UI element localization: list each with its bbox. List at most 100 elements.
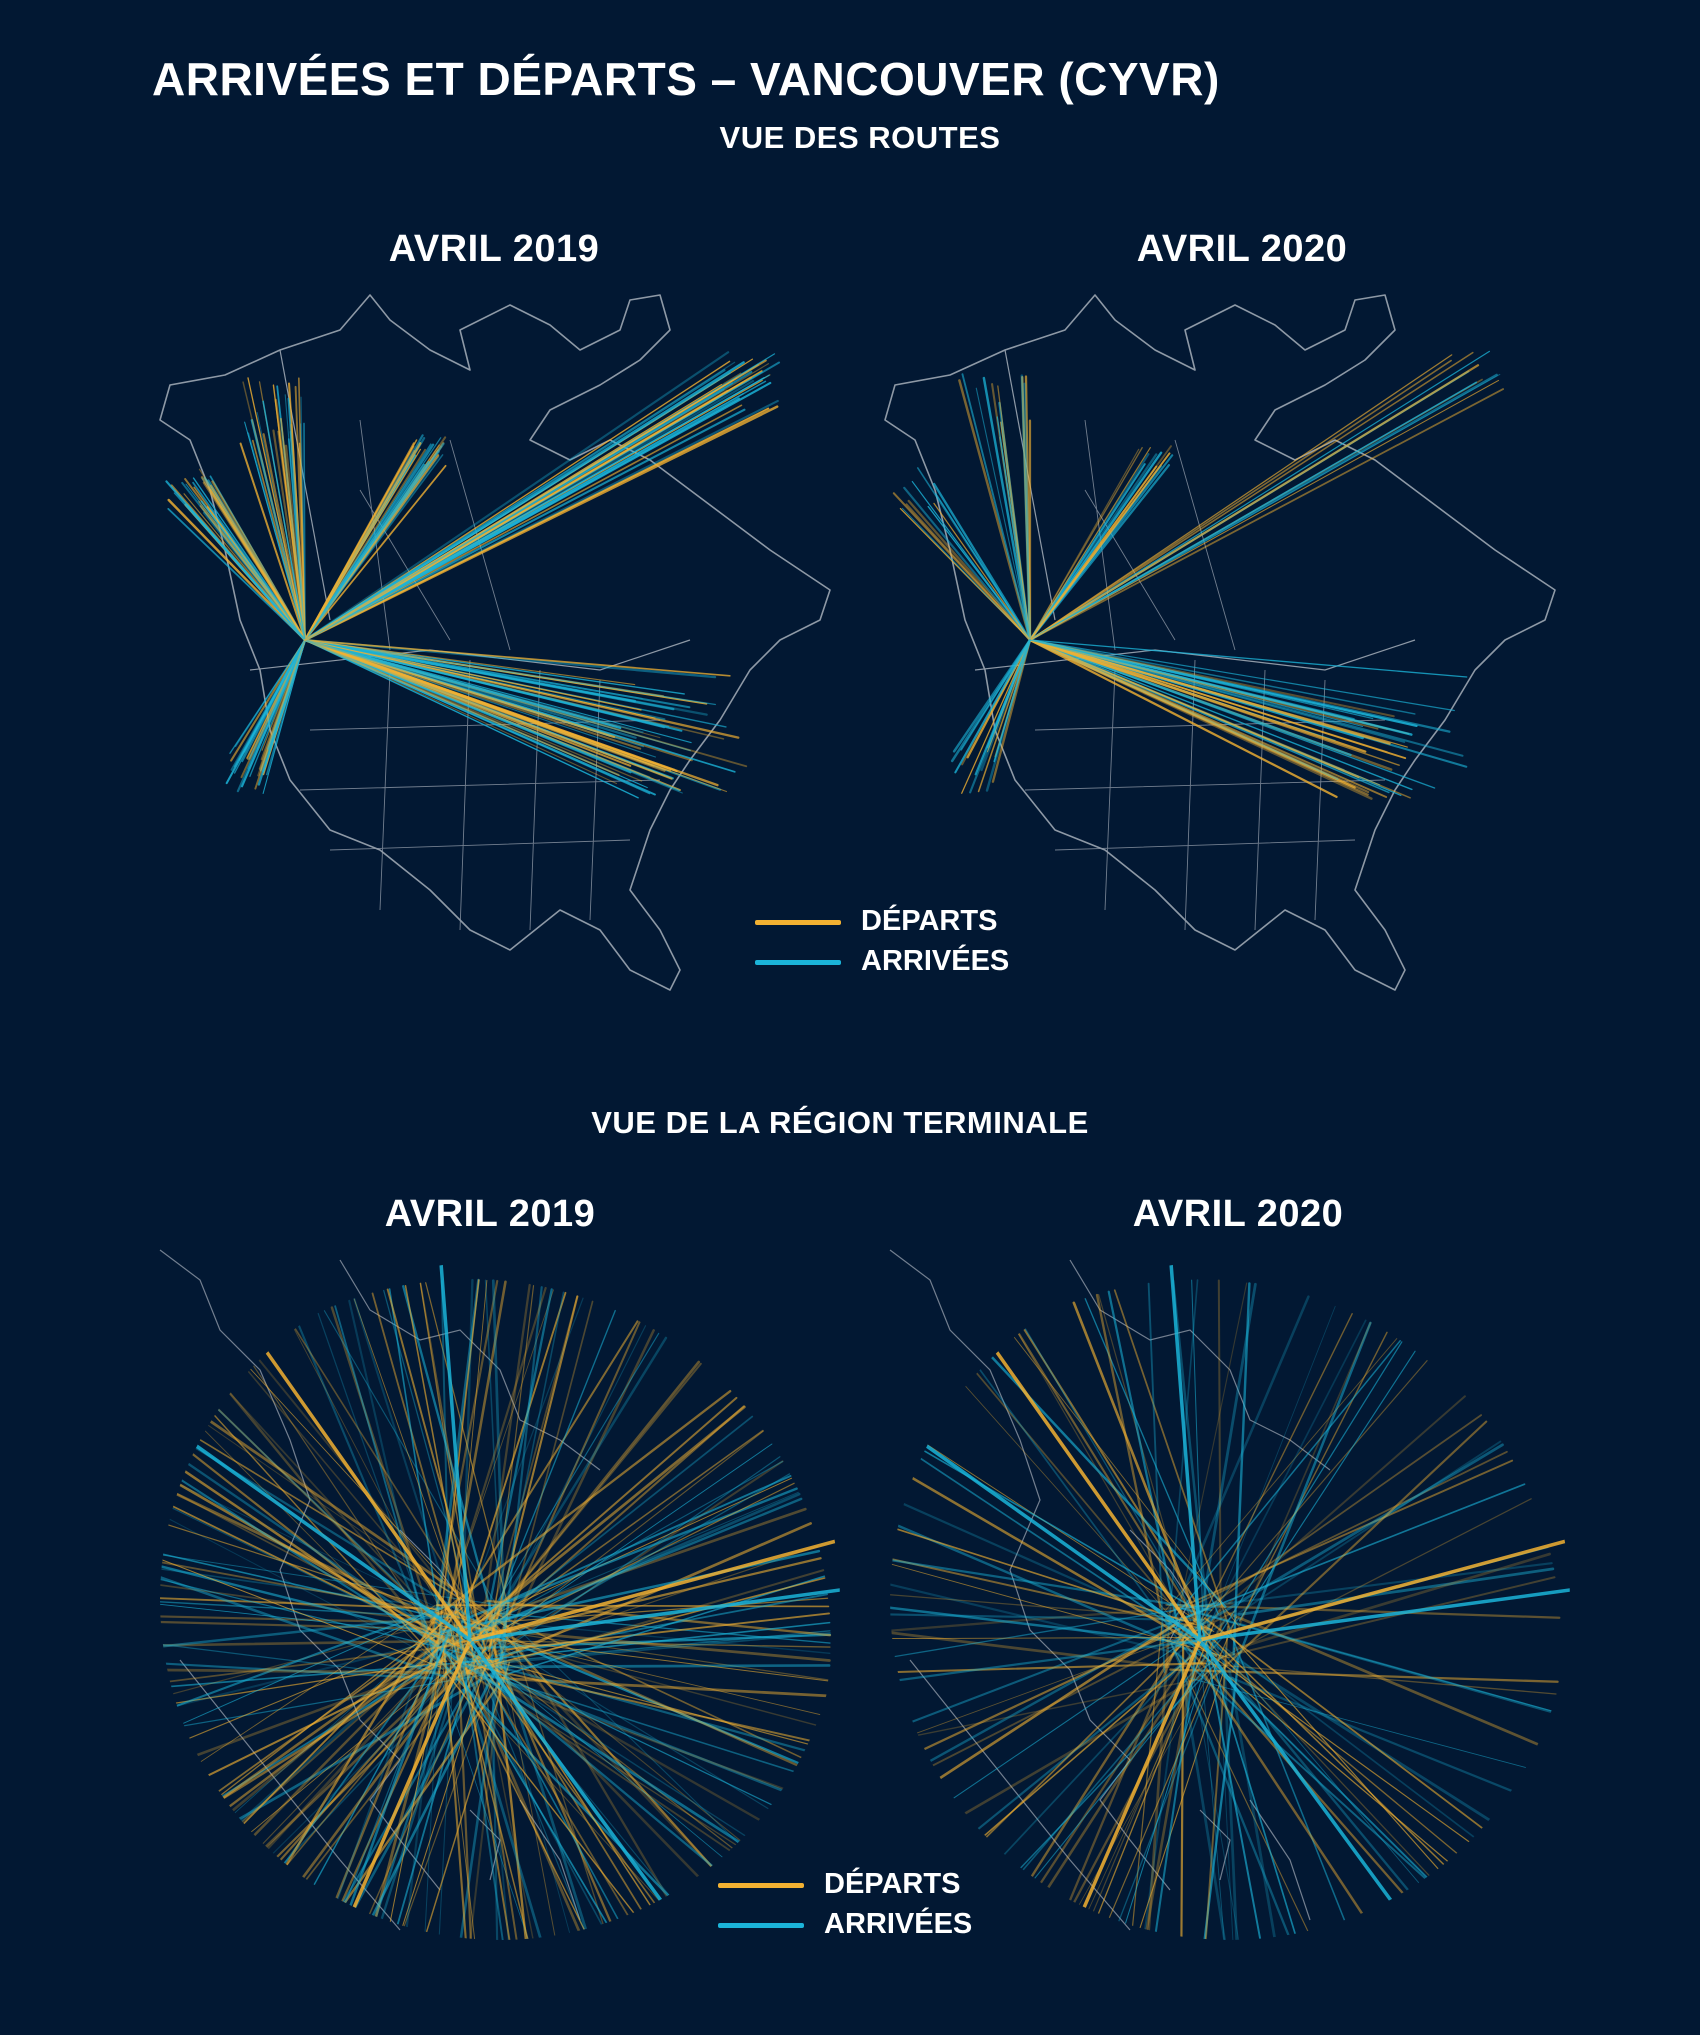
flight-trajectory: [160, 1501, 435, 1659]
flight-route: [1021, 376, 1032, 642]
flight-trajectory: [1165, 1338, 1398, 1611]
flight-route: [961, 639, 1031, 794]
flight-trajectory: [463, 1477, 793, 1629]
flight-trajectory: [1173, 1443, 1504, 1643]
flight-route: [239, 442, 306, 641]
flight-trajectory: [486, 1614, 733, 1890]
flight-trajectory: [890, 1625, 1170, 1669]
flight-route: [1029, 639, 1416, 715]
flight-route: [242, 381, 306, 641]
flight-trajectory: [507, 1300, 594, 1622]
north-america-outline: [159, 294, 831, 991]
flight-trajectory: [1229, 1676, 1526, 1798]
flight-trajectory: [477, 1662, 787, 1813]
flight-route: [303, 638, 637, 739]
canada-us-border: [974, 639, 1416, 671]
flight-trajectory: [890, 1516, 1213, 1631]
flight-route: [1029, 639, 1360, 779]
flight-trajectory: [160, 1598, 459, 1637]
flight-trajectory: [1203, 1654, 1470, 1880]
main-corridor: [468, 1638, 692, 1940]
flight-trajectory: [479, 1627, 829, 1681]
flight-route: [1029, 639, 1379, 730]
main-corridor: [1068, 1638, 1202, 1940]
flight-route: [1029, 388, 1504, 641]
flight-trajectory: [1231, 1321, 1372, 1673]
flight-trajectory: [505, 1329, 655, 1639]
flight-trajectory: [1193, 1562, 1553, 1609]
flight-trajectory: [890, 1602, 1234, 1636]
flight-trajectory: [1190, 1678, 1537, 1771]
flight-trajectory: [1147, 1282, 1166, 1674]
flight-route: [303, 445, 415, 642]
departures-swatch: [755, 920, 841, 925]
flight-trajectory: [890, 1612, 1206, 1622]
main-corridor: [468, 1538, 840, 1642]
flight-trajectory: [465, 1396, 738, 1635]
main-corridor: [228, 1298, 472, 1642]
flight-trajectory: [1199, 1313, 1353, 1623]
flight-trajectory: [164, 1446, 454, 1646]
flight-trajectory: [1167, 1279, 1199, 1638]
flight-route: [304, 464, 447, 641]
flight-trajectory: [1168, 1459, 1514, 1614]
flight-trajectory: [1233, 1552, 1551, 1651]
flight-route: [933, 502, 1031, 641]
flight-trajectory: [1009, 1676, 1186, 1940]
flight-trajectory: [477, 1657, 545, 1940]
flight-route: [290, 423, 307, 642]
flight-trajectory: [1084, 1298, 1219, 1615]
flight-trajectory: [493, 1604, 687, 1930]
flight-trajectory: [494, 1667, 722, 1901]
flight-trajectory: [323, 1310, 506, 1620]
flight-trajectory: [1169, 1668, 1559, 1683]
flight-trajectory: [481, 1405, 746, 1621]
flight-trajectory: [1182, 1607, 1555, 1714]
flight-trajectory: [1203, 1674, 1387, 1940]
flight-trajectory: [1237, 1567, 1555, 1616]
routes-map-2020: [855, 290, 1595, 1010]
flight-route: [903, 486, 1032, 642]
flight-route: [1029, 639, 1364, 728]
flight-trajectory: [456, 1569, 825, 1679]
flight-trajectory: [955, 1374, 1200, 1649]
flight-trajectory: [1200, 1625, 1229, 1940]
flight-route: [1029, 639, 1468, 678]
flight-route: [167, 498, 307, 642]
flight-trajectory: [431, 1652, 696, 1924]
flight-trajectory: [1191, 1661, 1557, 1695]
flight-trajectory: [890, 1489, 1205, 1639]
flight-trajectory: [489, 1474, 792, 1610]
flight-trajectory: [429, 1389, 732, 1622]
flight-route: [165, 480, 307, 642]
flight-route: [1028, 638, 1367, 753]
flight-trajectory: [1217, 1279, 1222, 1637]
flight-trajectory: [1223, 1646, 1493, 1852]
flight-route: [304, 639, 656, 719]
flight-trajectory: [890, 1635, 1229, 1689]
flight-trajectory: [1195, 1498, 1532, 1672]
legend-item-arrivals: ARRIVÉES: [718, 1908, 978, 1942]
flight-route: [241, 639, 306, 763]
flight-trajectory: [467, 1309, 616, 1681]
flight-route: [1029, 639, 1455, 712]
flight-trajectory: [1113, 1289, 1232, 1634]
flight-trajectory: [383, 1289, 480, 1641]
flight-route: [1029, 359, 1452, 641]
flight-route: [304, 454, 444, 641]
flight-trajectory: [901, 1437, 1202, 1613]
flight-trajectory: [500, 1639, 829, 1682]
state-lines: [299, 419, 661, 931]
flight-route: [1028, 638, 1413, 736]
flight-trajectory: [402, 1285, 505, 1657]
flight-trajectory: [890, 1552, 1231, 1659]
flight-route: [304, 407, 770, 641]
flight-trajectory: [446, 1652, 631, 1940]
flight-trajectory: [428, 1286, 547, 1665]
terminal-map-2020: [870, 1240, 1590, 1960]
flight-trajectory: [444, 1608, 543, 1940]
main-title: ARRIVÉES ET DÉPARTS – VANCOUVER (CYVR): [152, 53, 1220, 105]
flight-trajectory: [1234, 1322, 1372, 1636]
flight-route: [304, 372, 742, 641]
flight-trajectory: [1202, 1630, 1311, 1940]
